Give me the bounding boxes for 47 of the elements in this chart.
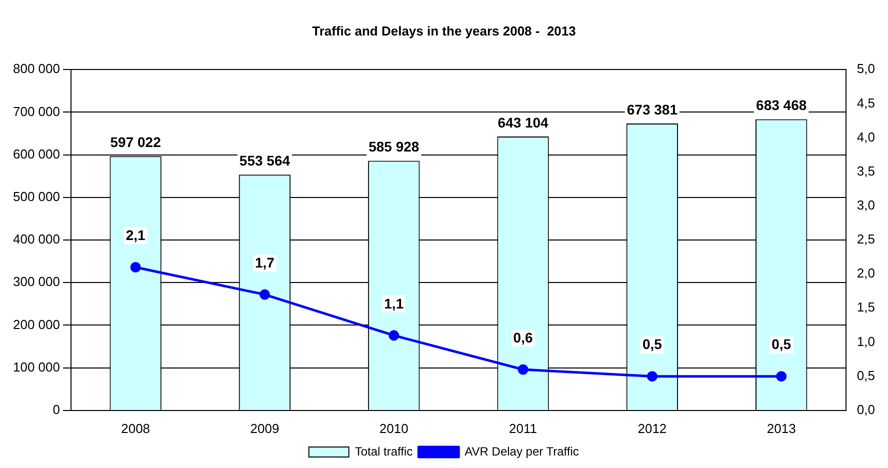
y2-tick-label: 4,5 — [856, 95, 876, 110]
data-label: 0,5 — [772, 336, 792, 352]
y-tick-label: 0 — [52, 402, 60, 417]
data-label: 0,6 — [513, 329, 533, 346]
point — [259, 289, 270, 300]
data-label: 1,1 — [384, 295, 404, 312]
data-label: 0,5 — [642, 336, 662, 352]
point — [388, 330, 400, 341]
y2-tick-label: 3,5 — [856, 163, 876, 178]
point — [518, 364, 528, 375]
chart-title: Traffic and Delays in the years 2008 - 2013 — [312, 23, 576, 38]
x-tick-label: 2008 — [121, 420, 150, 436]
y2-tick-label: 2,5 — [856, 232, 876, 247]
x-tick-label: 2010 — [379, 420, 408, 436]
data-label: 597 022 — [110, 134, 162, 150]
legend-label: Total traffic — [354, 444, 413, 458]
data-label: 643 104 — [498, 114, 549, 130]
point — [776, 371, 787, 382]
legend-label: AVR Delay per Traffic — [464, 444, 579, 458]
y-tick-label: 100 000 — [12, 359, 60, 374]
point — [646, 371, 658, 382]
y-tick-label: 300 000 — [12, 274, 60, 290]
y2-tick-label: 3,0 — [856, 198, 876, 212]
y2-tick-label: 4,0 — [856, 129, 876, 144]
data-label: 683 468 — [756, 97, 807, 114]
x-tick-label: 2012 — [638, 420, 667, 436]
y-tick-label: 500 000 — [12, 188, 60, 204]
y2-tick-label: 0,5 — [856, 368, 876, 383]
x-tick-label: 2011 — [509, 420, 538, 436]
y2-tick-label: 5,0 — [856, 61, 876, 76]
y-tick-label: 700 000 — [12, 104, 60, 119]
x-tick-label: 2013 — [766, 420, 796, 436]
y-tick-label: 400 000 — [12, 232, 60, 247]
y-tick-label: 600 000 — [12, 146, 60, 162]
point — [130, 262, 141, 273]
y2-tick-label: 2,0 — [856, 266, 876, 281]
y-tick-label: 200 000 — [12, 316, 60, 332]
y2-tick-label: 1,5 — [856, 300, 876, 315]
data-label: 1,7 — [254, 254, 275, 270]
data-label: 585 928 — [368, 138, 420, 155]
y2-tick-label: 1,0 — [856, 334, 876, 349]
data-label: 673 381 — [626, 101, 678, 118]
data-label: 553 564 — [239, 152, 290, 168]
data-label: 2,1 — [126, 227, 146, 244]
y2-tick-label: 0,0 — [856, 402, 876, 417]
x-tick-label: 2009 — [250, 420, 280, 436]
y-tick-label: 800 000 — [12, 61, 60, 76]
